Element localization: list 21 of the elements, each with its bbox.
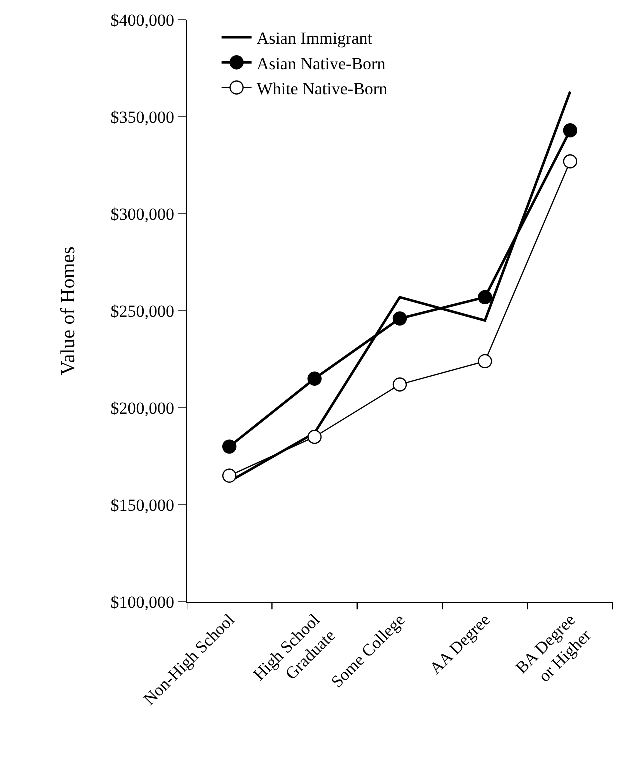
point	[392, 378, 408, 392]
point	[308, 430, 322, 444]
y-tick-label: $250,000	[110, 302, 174, 321]
legend-label: White Native-Born	[256, 79, 388, 98]
legend-label: Asian Immigrant	[256, 29, 373, 48]
y-tick-label: $200,000	[110, 398, 174, 418]
point	[563, 154, 578, 169]
y-tick-label: $400,000	[110, 10, 174, 30]
point	[222, 468, 237, 483]
point	[478, 354, 492, 369]
y-tick-label: $100,000	[110, 592, 174, 612]
y-axis-title: Value of Homes	[57, 246, 80, 376]
y-tick-label: $300,000	[110, 204, 174, 224]
legend-label: Asian Native-Born	[256, 54, 386, 74]
point	[392, 312, 408, 326]
point	[222, 440, 237, 454]
point	[478, 290, 492, 305]
point	[308, 372, 322, 386]
point	[563, 123, 578, 138]
y-tick-label: $150,000	[110, 496, 174, 515]
y-tick-label: $350,000	[110, 108, 174, 127]
